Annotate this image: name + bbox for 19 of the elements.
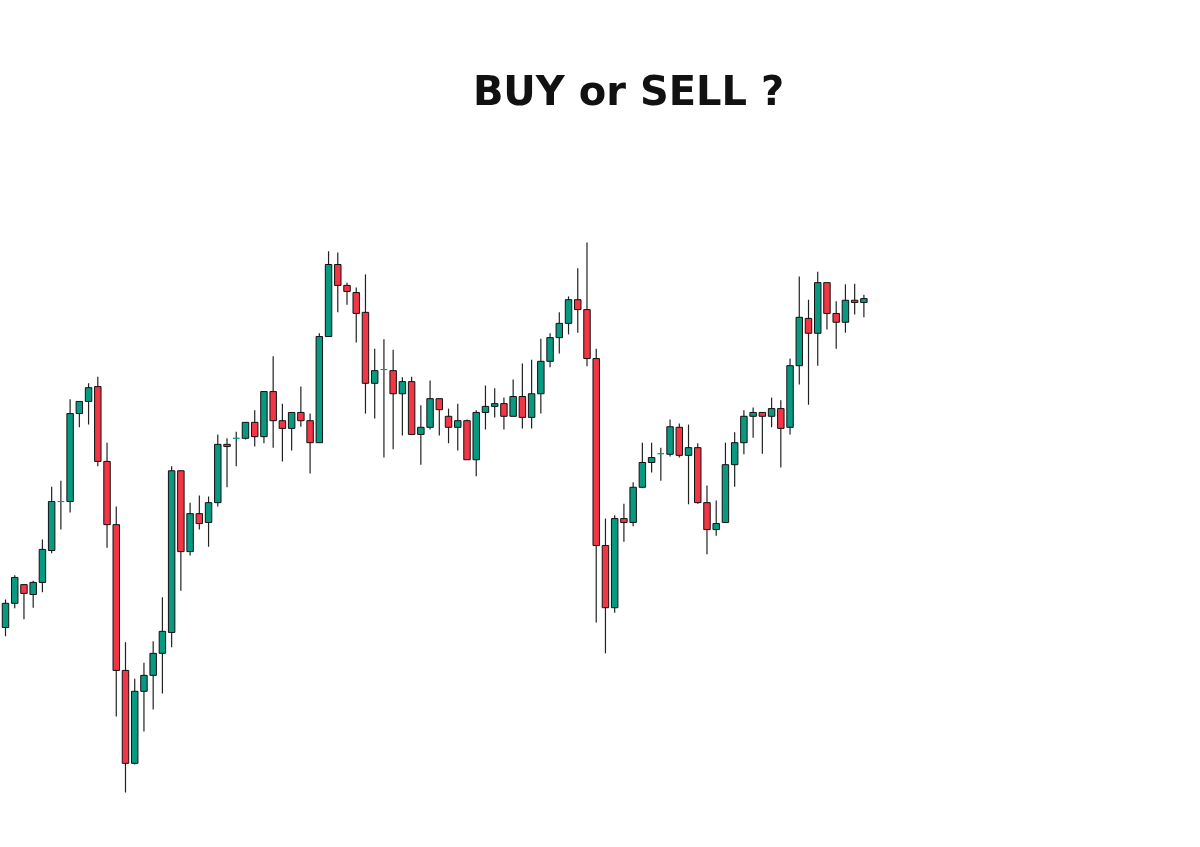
candlestick: [398, 376, 407, 437]
candlestick: [730, 431, 739, 488]
candlestick: [527, 359, 536, 429]
candlestick: [278, 403, 287, 462]
candlestick: [204, 496, 213, 548]
candlestick: [352, 287, 360, 344]
candlestick: [841, 283, 850, 334]
candlestick: [370, 348, 379, 420]
candlestick: [389, 349, 397, 450]
candlestick: [481, 384, 490, 431]
candlestick: [767, 397, 776, 428]
candlestick: [684, 423, 693, 505]
candlestick: [804, 299, 813, 406]
candlestick: [158, 596, 167, 695]
chart-title: BUY or SELL ?: [472, 67, 785, 114]
candlestick: [444, 408, 453, 444]
candlestick: [84, 382, 93, 426]
candlestick: [647, 442, 656, 473]
candlestick: [564, 295, 573, 335]
